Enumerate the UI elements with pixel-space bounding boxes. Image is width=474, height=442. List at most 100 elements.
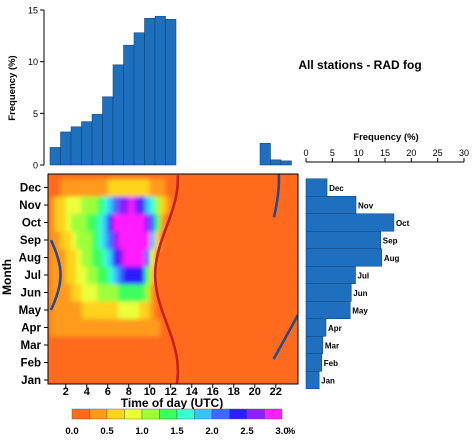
- heatmap-cell: [97, 248, 103, 267]
- heatmap-x-tick-label: 12: [165, 386, 177, 398]
- heatmap-x-tick-label: 10: [144, 386, 156, 398]
- heatmap-cell: [286, 301, 292, 320]
- heatmap-cell: [65, 213, 72, 232]
- heatmap-cell: [249, 318, 256, 337]
- right-histogram-bar-label: Apr: [328, 324, 342, 333]
- heatmap-cell: [81, 213, 88, 232]
- heatmap-cell: [191, 196, 198, 215]
- heatmap-cell: [160, 283, 166, 302]
- heatmap-cell: [123, 266, 130, 285]
- heatmap-cell: [165, 248, 172, 267]
- heatmap-cell: [92, 213, 98, 232]
- heatmap-cell: [71, 213, 77, 232]
- heatmap-cell: [275, 336, 282, 355]
- heatmap-cell: [286, 353, 292, 372]
- heatmap-cell: [260, 301, 266, 320]
- heatmap-cell: [249, 248, 256, 267]
- heatmap-cell: [181, 283, 187, 302]
- heatmap-cell: [92, 266, 98, 285]
- heatmap-cell: [291, 178, 298, 197]
- heatmap-cell: [60, 213, 67, 232]
- heatmap-cell: [149, 196, 156, 215]
- heatmap-cell: [191, 266, 198, 285]
- heatmap-cell: [128, 336, 135, 355]
- heatmap-cell: [181, 353, 187, 372]
- right-histogram-bar: [305, 371, 320, 389]
- heatmap-cell: [228, 178, 235, 197]
- heatmap-cell: [202, 318, 208, 337]
- heatmap-cell: [170, 301, 177, 320]
- right-histogram-x-tick-label: 10: [354, 148, 364, 158]
- heatmap-cell: [186, 318, 193, 337]
- heatmap-cell: [223, 371, 229, 384]
- heatmap-cell: [233, 353, 240, 372]
- heatmap-cell: [118, 318, 124, 337]
- heatmap-cell: [139, 301, 145, 320]
- heatmap-cell: [296, 248, 298, 267]
- heatmap-cell: [228, 353, 235, 372]
- heatmap-cell: [212, 371, 219, 384]
- heatmap-cell: [123, 301, 130, 320]
- heatmap-cell: [65, 196, 72, 215]
- heatmap-cell: [92, 301, 98, 320]
- heatmap-cell: [92, 336, 98, 355]
- heatmap-cell: [155, 336, 161, 355]
- heatmap-cell: [155, 318, 161, 337]
- heatmap-cell: [71, 266, 77, 285]
- heatmap-y-tick-label: Nov: [19, 200, 41, 212]
- heatmap-cell: [281, 283, 287, 302]
- heatmap-cell: [244, 266, 250, 285]
- heatmap-cell: [160, 248, 166, 267]
- heatmap-cell: [244, 196, 250, 215]
- heatmap-cell: [92, 318, 98, 337]
- heatmap-cell: [50, 318, 56, 337]
- heatmap-cell: [170, 353, 177, 372]
- heatmap-cell: [202, 283, 208, 302]
- heatmap-cell: [233, 196, 240, 215]
- heatmap-cell: [281, 318, 287, 337]
- heatmap-cell: [60, 301, 67, 320]
- heatmap-cell: [149, 318, 156, 337]
- heatmap-cell: [254, 178, 261, 197]
- heatmap-cell: [81, 231, 88, 250]
- heatmap-cell: [291, 213, 298, 232]
- heatmap-y-tick-label: Feb: [21, 358, 41, 370]
- heatmap-cell: [244, 283, 250, 302]
- heatmap-cell: [165, 336, 172, 355]
- heatmap-cell: [202, 231, 208, 250]
- colorbar-swatch: [211, 408, 230, 420]
- heatmap-cell: [144, 248, 151, 267]
- heatmap-cell: [123, 336, 130, 355]
- heatmap-cell: [102, 248, 109, 267]
- heatmap-x-tick-label: 16: [207, 386, 219, 398]
- right-histogram-bar-label: Mar: [325, 342, 339, 351]
- heatmap-cell: [176, 336, 182, 355]
- heatmap-cell: [223, 231, 229, 250]
- colorbar-swatch: [71, 408, 90, 420]
- heatmap-x-tick-label: 18: [228, 386, 240, 398]
- heatmap-cell: [128, 178, 135, 197]
- heatmap-frame: [47, 173, 299, 385]
- heatmap-cell: [260, 318, 266, 337]
- heatmap-cell: [97, 301, 103, 320]
- top-histogram-y-ticks: 0 5 10 15: [28, 6, 44, 171]
- heatmap-cell: [160, 213, 166, 232]
- heatmap-y-ticks: Jan Feb Mar Apr May Jun Jul Aug Sep Oct Nov Dec: [19, 183, 48, 387]
- heatmap-cell: [176, 283, 182, 302]
- heatmap-cell: [113, 353, 119, 372]
- heatmap-cell: [107, 336, 114, 355]
- heatmap-cell: [134, 283, 140, 302]
- right-histogram-bar: [305, 266, 356, 284]
- heatmap-cell: [202, 336, 208, 355]
- heatmap-cell: [265, 318, 271, 337]
- right-histogram-bar-label: Jul: [358, 272, 370, 281]
- heatmap-cell: [144, 178, 151, 197]
- colorbar-ticks: 0.0 0.5 1.0 1.5 2.0 2.5 3.0: [65, 426, 288, 437]
- heatmap-cell: [239, 266, 245, 285]
- heatmap-cell: [76, 301, 82, 320]
- heatmap-cell: [107, 301, 114, 320]
- heatmap-cell: [202, 213, 208, 232]
- heatmap-cell: [160, 196, 166, 215]
- heatmap-cell: [244, 248, 250, 267]
- heatmap-cell: [65, 371, 72, 384]
